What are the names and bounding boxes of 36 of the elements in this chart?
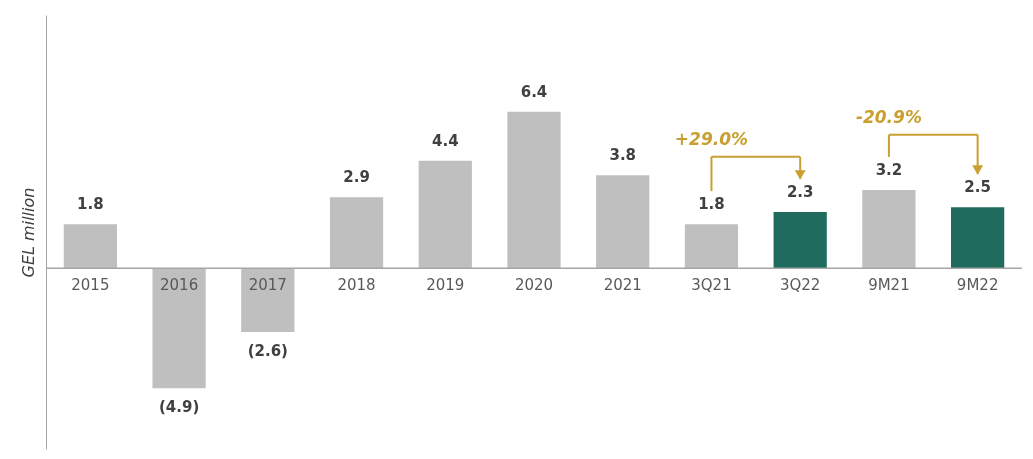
- x-tick-label: 2016: [160, 276, 199, 295]
- data-label: 6.4: [520, 82, 548, 101]
- x-tick-label: 3Q21: [691, 276, 732, 295]
- bar: [418, 160, 472, 269]
- bar: [596, 175, 650, 269]
- bar: [684, 224, 739, 269]
- x-tick-label: 2017: [248, 276, 287, 295]
- y-axis-title: GEL million: [18, 187, 38, 278]
- data-label: 3.2: [875, 161, 903, 180]
- data-label: 1.8: [77, 195, 104, 214]
- data-label: 4.4: [431, 131, 459, 150]
- data-label: 1.8: [698, 195, 725, 214]
- bar: [152, 268, 206, 389]
- bar: [63, 224, 117, 269]
- x-tick-label: 9M22: [956, 276, 999, 295]
- x-tick-label: 2015: [71, 276, 110, 295]
- x-tick-label: 2021: [603, 276, 642, 295]
- data-label: 2.3: [786, 183, 814, 202]
- x-tick-label: 3Q22: [779, 276, 821, 295]
- bar: [241, 268, 295, 332]
- data-label: 3.8: [609, 146, 637, 165]
- data-label: 2.9: [343, 168, 370, 187]
- bar: [773, 212, 827, 269]
- data-label: (4.9): [158, 398, 200, 417]
- data-label: (2.6): [247, 341, 288, 360]
- x-tick-label: 2019: [426, 276, 465, 295]
- bar: [329, 197, 384, 269]
- x-tick-label: 9M21: [868, 276, 910, 295]
- data-label: 2.5: [964, 178, 991, 197]
- annotation: -20.9%: [855, 106, 922, 127]
- bar: [951, 207, 1005, 269]
- annotation: +29.0%: [674, 128, 749, 149]
- x-tick-label: 2020: [514, 276, 554, 295]
- x-tick-label: 2018: [337, 276, 376, 295]
- bar: [507, 111, 561, 269]
- bar: [862, 190, 916, 269]
